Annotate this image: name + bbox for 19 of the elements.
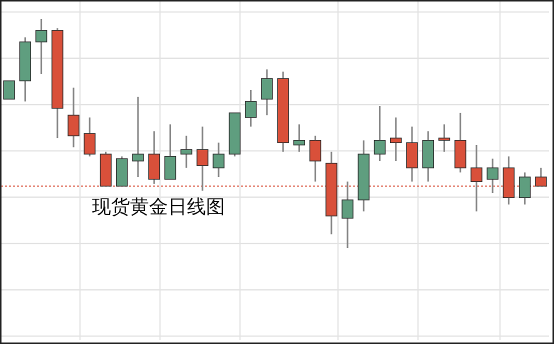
candlestick	[132, 96, 144, 178]
candlestick	[3, 80, 15, 100]
candlestick	[68, 86, 80, 148]
candlestick	[486, 158, 498, 194]
annotation: 现货黄金日线图	[92, 197, 225, 218]
candlestick	[438, 124, 450, 153]
candlestick	[518, 172, 531, 206]
candlestick	[293, 124, 306, 153]
candlestick	[390, 116, 402, 162]
candlestick	[35, 18, 48, 75]
candlestick	[261, 68, 273, 116]
candlestick	[342, 180, 354, 249]
candlestick	[164, 124, 176, 180]
candlestick	[374, 105, 386, 162]
candlestick	[180, 134, 192, 169]
candlestick	[212, 142, 224, 178]
candlestick	[309, 134, 322, 182]
candlestick	[244, 89, 257, 128]
candlestick	[84, 116, 96, 158]
